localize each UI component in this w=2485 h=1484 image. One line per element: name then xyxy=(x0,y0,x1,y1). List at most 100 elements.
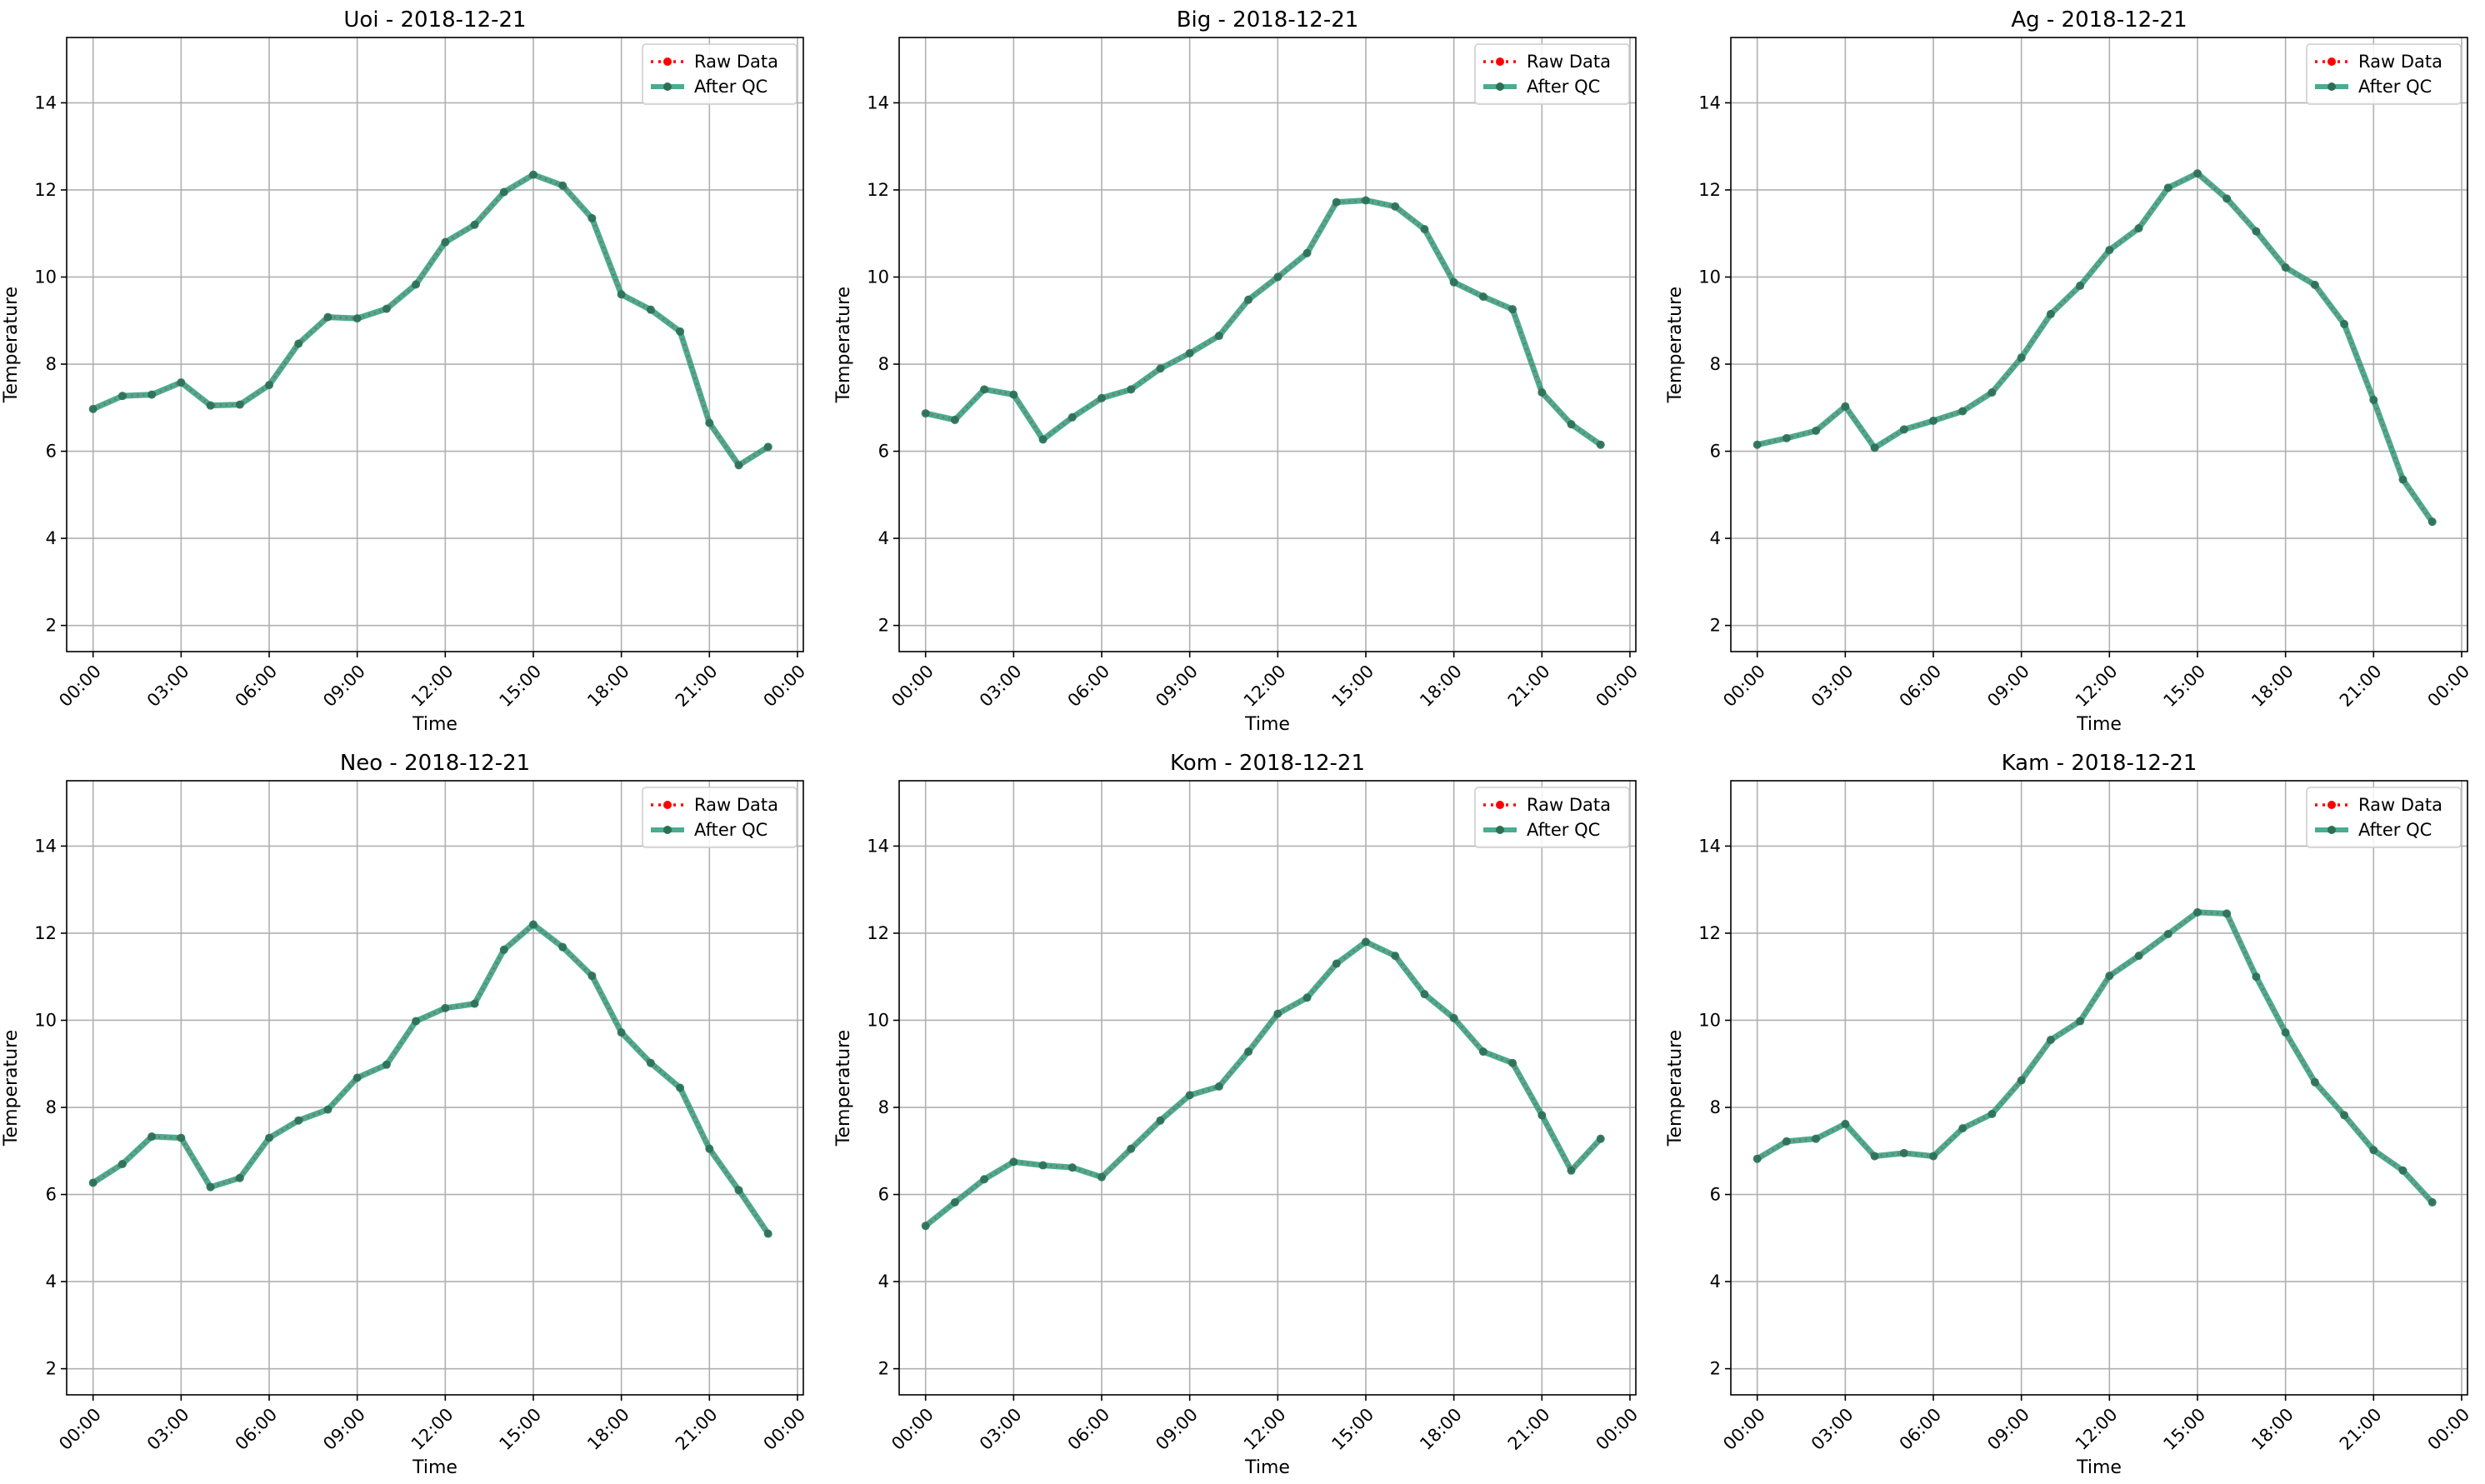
data-point xyxy=(323,312,332,322)
data-point xyxy=(1009,1157,1018,1167)
data-point xyxy=(2046,309,2055,318)
series-line-after-qc xyxy=(922,197,1604,448)
legend-label-after-qc: After QC xyxy=(694,820,768,840)
data-point xyxy=(1567,1166,1576,1175)
x-tick-label: 06:00 xyxy=(1064,661,1114,711)
x-tick-label: 00:00 xyxy=(888,661,938,711)
series-line-raw-data xyxy=(1757,172,2433,523)
data-point xyxy=(177,377,186,387)
x-tick-label: 15:00 xyxy=(2159,661,2209,711)
data-point xyxy=(2192,907,2202,917)
data-point xyxy=(2017,353,2026,362)
data-point xyxy=(412,280,421,289)
data-point xyxy=(2046,1036,2055,1045)
y-tick-label: 10 xyxy=(867,1010,889,1030)
data-point xyxy=(2369,1146,2378,1155)
y-tick-label: 4 xyxy=(878,1272,889,1292)
x-tick-label: 09:00 xyxy=(1152,1404,1202,1454)
data-point xyxy=(1449,277,1458,287)
data-point xyxy=(2076,281,2085,290)
axes-frame xyxy=(898,780,1637,1396)
data-point xyxy=(1567,420,1576,429)
data-point xyxy=(1127,385,1136,394)
x-tick-label: 06:00 xyxy=(232,1404,282,1454)
axes-frame xyxy=(1730,780,2468,1396)
data-point xyxy=(1478,1047,1488,1057)
data-point xyxy=(1812,426,1821,435)
axes-frame xyxy=(66,780,804,1396)
x-tick-label: 06:00 xyxy=(1896,1404,1946,1454)
data-point xyxy=(2252,227,2261,236)
data-point xyxy=(88,1178,98,1187)
data-point xyxy=(1420,224,1429,233)
data-point xyxy=(206,401,215,410)
data-point xyxy=(1841,402,1850,411)
data-point xyxy=(265,381,274,390)
y-tick-label: 4 xyxy=(46,1272,57,1292)
x-tick-label: 15:00 xyxy=(1328,661,1378,711)
x-tick-label: 18:00 xyxy=(2248,661,2298,711)
data-point xyxy=(1038,435,1048,444)
y-tick-label: 4 xyxy=(46,528,57,548)
series-line-after-qc xyxy=(90,921,772,1237)
x-tick-label: 15:00 xyxy=(1328,1404,1378,1454)
data-point xyxy=(294,1116,303,1125)
x-tick-label: 21:00 xyxy=(2336,661,2386,711)
x-tick-label: 18:00 xyxy=(1416,661,1466,711)
x-tick-label: 12:00 xyxy=(408,661,458,711)
data-point xyxy=(2281,262,2290,272)
data-point xyxy=(734,461,743,470)
subplot-6: 2 4 6 8 10 12 14 00:00 03:00 06:00 09:00 12:00 15:00… xyxy=(1665,751,2473,1478)
legend-marker-after-qc xyxy=(1496,826,1504,834)
data-point xyxy=(763,1229,772,1238)
x-tick-label: 03:00 xyxy=(143,1404,193,1454)
x-axis-label: Time xyxy=(2076,1457,2122,1478)
y-tick-label: 14 xyxy=(867,92,889,112)
legend-label-raw-data: Raw Data xyxy=(1527,52,1611,72)
y-tick-label: 2 xyxy=(1710,1359,1721,1379)
data-point xyxy=(528,920,538,929)
series-line-raw-data xyxy=(92,172,769,467)
data-point xyxy=(441,1003,450,1012)
series-line-raw-data xyxy=(924,940,1602,1227)
data-point xyxy=(499,187,508,197)
data-point xyxy=(1361,196,1370,205)
y-tick-label: 6 xyxy=(878,442,889,462)
data-point xyxy=(1302,993,1312,1002)
x-tick-label: 09:00 xyxy=(1983,1404,2033,1454)
axes-frame xyxy=(898,37,1637,652)
data-point xyxy=(1958,407,1968,416)
data-point xyxy=(1538,387,1547,397)
legend-label-after-qc: After QC xyxy=(1527,820,1600,840)
x-tick-label: 09:00 xyxy=(319,1404,369,1454)
legend: Raw Data After QC xyxy=(2306,43,2462,105)
data-point xyxy=(148,1132,157,1142)
data-point xyxy=(2222,909,2232,918)
data-point xyxy=(1127,1144,1136,1153)
data-point xyxy=(1068,1163,1077,1172)
x-tick-label: 15:00 xyxy=(495,661,545,711)
x-axis-label: Time xyxy=(2076,714,2122,735)
data-point xyxy=(1098,393,1107,402)
data-point xyxy=(676,327,685,336)
subplot-4: 2 4 6 8 10 12 14 00:00 03:00 06:00 09:00 12:00 15:00… xyxy=(1,751,809,1478)
data-point xyxy=(705,418,714,427)
legend-marker-after-qc xyxy=(663,82,672,91)
x-tick-label: 00:00 xyxy=(2423,1404,2473,1454)
x-tick-label: 00:00 xyxy=(1719,1404,1769,1454)
data-point xyxy=(2163,183,2172,192)
data-point xyxy=(1332,197,1341,207)
data-point xyxy=(352,1073,362,1082)
y-tick-label: 8 xyxy=(878,1097,889,1117)
data-point xyxy=(1899,425,1908,434)
data-point xyxy=(2076,1017,2085,1026)
y-tick-label: 6 xyxy=(46,442,57,462)
data-point xyxy=(235,1173,244,1182)
data-point xyxy=(1899,1148,1908,1157)
y-tick-label: 6 xyxy=(1710,442,1721,462)
x-tick-label: 09:00 xyxy=(319,661,369,711)
y-tick-label: 14 xyxy=(1698,836,1721,856)
data-point xyxy=(1009,390,1018,399)
data-point xyxy=(676,1083,685,1092)
